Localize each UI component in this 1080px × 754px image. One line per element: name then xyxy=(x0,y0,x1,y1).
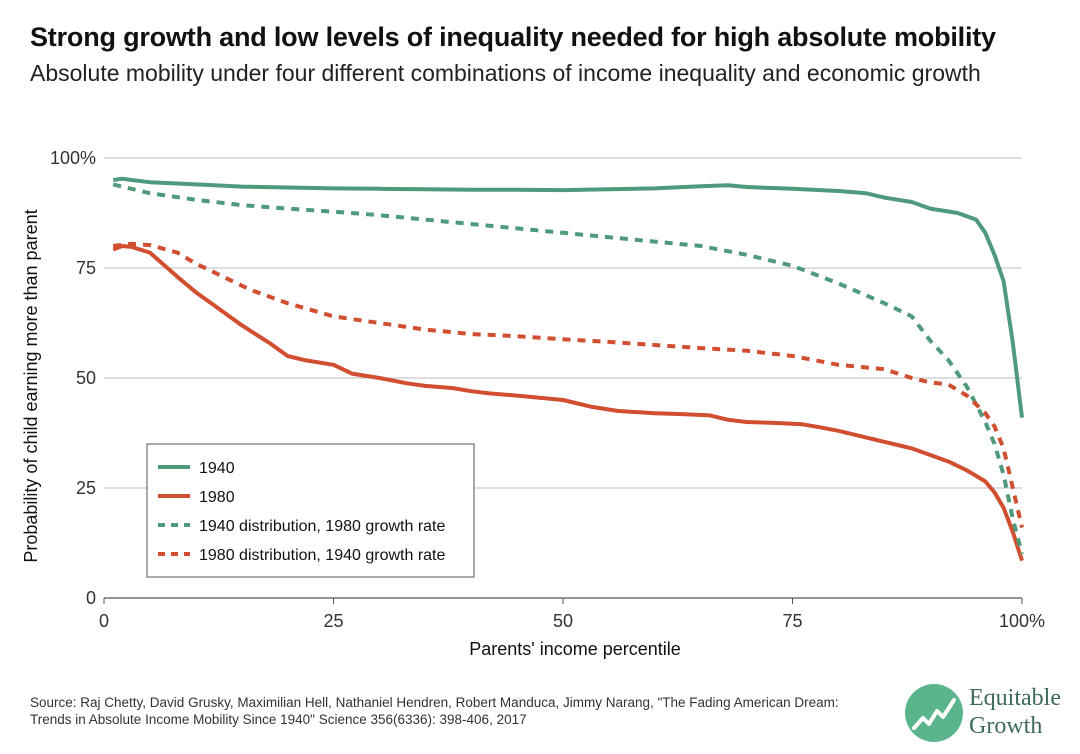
legend-label: 1980 xyxy=(199,489,235,506)
legend-label: 1980 distribution, 1940 growth rate xyxy=(199,547,445,564)
chart-title: Strong growth and low levels of inequali… xyxy=(30,22,996,52)
legend-label: 1940 xyxy=(199,460,235,477)
y-axis-label: Probability of child earning more than p… xyxy=(21,209,41,562)
y-tick-label: 50 xyxy=(76,368,96,388)
y-tick-label: 0 xyxy=(86,588,96,608)
x-tick-label: 50 xyxy=(553,611,573,631)
equitable-growth-logo[interactable]: Equitable Growth xyxy=(905,678,1075,748)
legend-box xyxy=(146,443,475,578)
series-line-1 xyxy=(112,176,1024,418)
source-note: Source: Raj Chetty, David Grusky, Maximi… xyxy=(30,695,839,727)
series-line-2 xyxy=(112,244,1024,562)
logo-line-2: Growth xyxy=(969,713,1043,739)
x-tick-label: 0 xyxy=(99,611,109,631)
x-tick-label: 25 xyxy=(323,611,343,631)
series-line-3 xyxy=(112,182,1024,555)
logo-text: Equitable Growth xyxy=(969,684,1061,740)
chart-subtitle: Absolute mobility under four different c… xyxy=(30,60,981,86)
x-tick-label: 75 xyxy=(782,611,802,631)
logo-mark-icon xyxy=(905,684,963,742)
x-tick-label: 100% xyxy=(999,611,1045,631)
y-tick-label: 100% xyxy=(50,148,96,168)
series-line-4 xyxy=(112,241,1024,529)
line-chart: 0 25 50 75 100% 0 25 50 75 100% Parents' income pe… xyxy=(21,148,1045,659)
logo-line-1: Equitable xyxy=(969,685,1061,711)
y-tick-label: 25 xyxy=(76,478,96,498)
y-tick-label: 75 xyxy=(76,258,96,278)
x-axis-label: Parents' income percentile xyxy=(469,639,681,659)
legend-label: 1940 distribution, 1980 growth rate xyxy=(199,518,445,535)
